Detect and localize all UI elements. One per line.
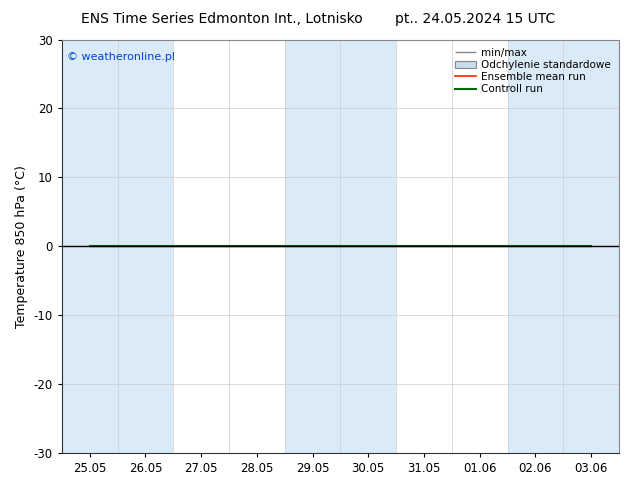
Bar [508, 40, 619, 453]
Bar [62, 40, 173, 453]
Y-axis label: Temperature 850 hPa (°C): Temperature 850 hPa (°C) [15, 165, 28, 328]
Bar [285, 40, 396, 453]
Text: ENS Time Series Edmonton Int., Lotnisko: ENS Time Series Edmonton Int., Lotnisko [81, 12, 363, 26]
Text: pt.. 24.05.2024 15 UTC: pt.. 24.05.2024 15 UTC [396, 12, 555, 26]
Legend: min/max, Odchylenie standardowe, Ensemble mean run, Controll run: min/max, Odchylenie standardowe, Ensembl… [452, 45, 614, 98]
Text: © weatheronline.pl: © weatheronline.pl [67, 52, 176, 62]
